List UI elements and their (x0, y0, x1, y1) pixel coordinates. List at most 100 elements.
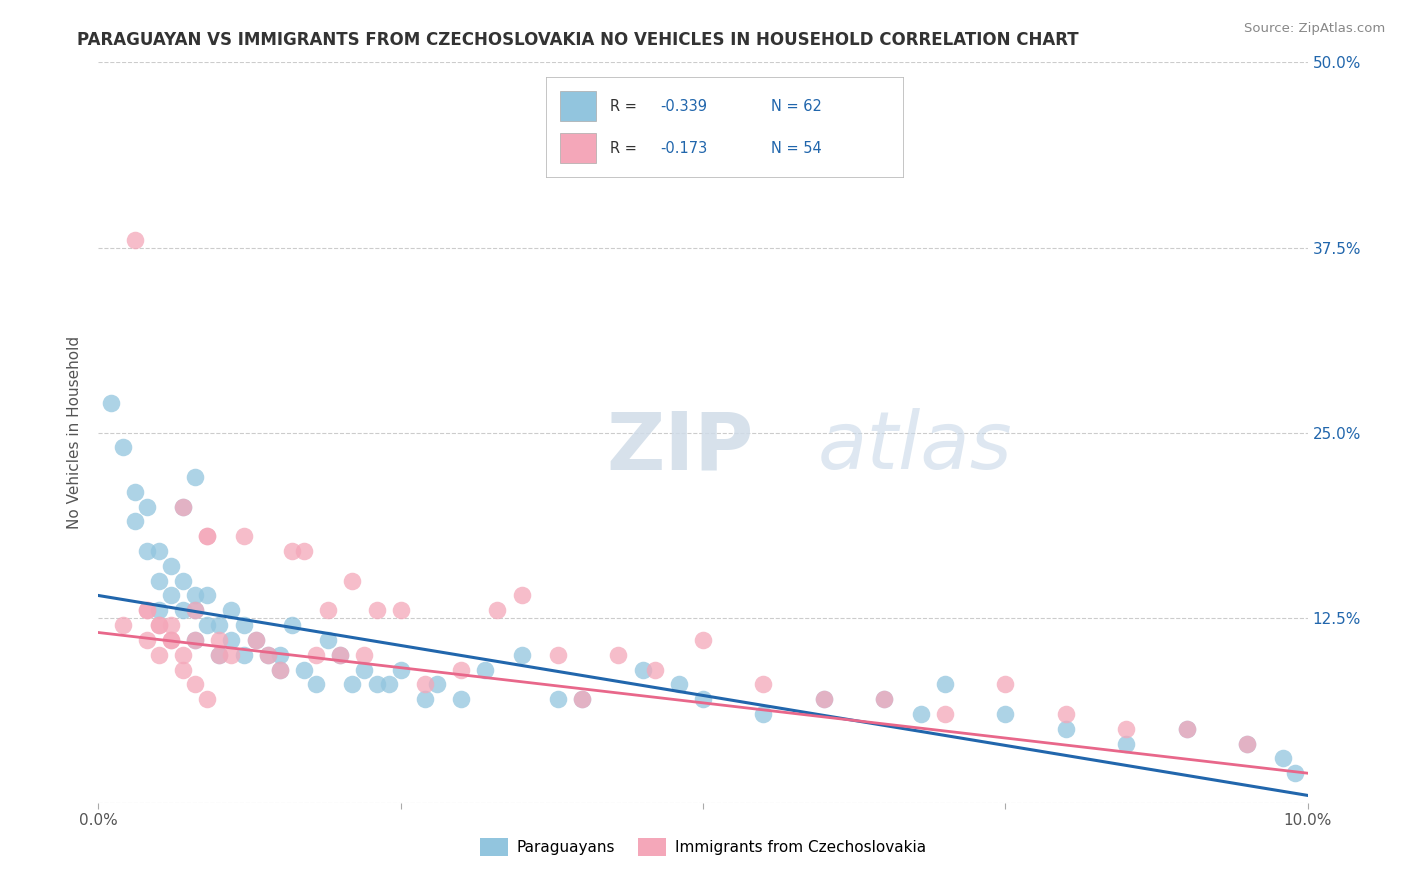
Point (1236, 737, 1258, 751)
Point (195, 589, 218, 603)
Point (256, 648, 278, 662)
Point (644, 663, 666, 677)
Point (813, 692, 835, 706)
Point (135, 500, 157, 514)
Point (873, 692, 896, 706)
Point (172, 500, 194, 514)
Point (413, 692, 436, 706)
Point (510, 648, 533, 662)
Point (208, 648, 231, 662)
Y-axis label: No Vehicles in Household: No Vehicles in Household (67, 336, 83, 529)
Point (994, 677, 1017, 691)
Point (910, 706, 932, 721)
Point (184, 603, 207, 617)
Point (1272, 751, 1295, 765)
Point (1054, 722, 1077, 736)
Point (329, 648, 352, 662)
Point (172, 648, 194, 662)
Point (994, 706, 1017, 721)
Point (342, 677, 364, 691)
Point (256, 648, 278, 662)
Point (232, 529, 254, 543)
Point (1284, 766, 1306, 780)
Point (269, 663, 291, 677)
Point (269, 663, 291, 677)
Point (1115, 737, 1137, 751)
Point (1054, 706, 1077, 721)
Text: Source: ZipAtlas.com: Source: ZipAtlas.com (1244, 22, 1385, 36)
Point (474, 663, 496, 677)
Point (184, 632, 207, 647)
Point (353, 663, 375, 677)
Point (607, 648, 630, 662)
Point (547, 648, 569, 662)
Point (160, 589, 183, 603)
Point (305, 677, 328, 691)
Point (232, 648, 254, 662)
Point (148, 574, 170, 588)
Point (389, 603, 412, 617)
Point (184, 470, 207, 484)
Point (160, 618, 183, 632)
Point (510, 589, 533, 603)
Point (366, 603, 388, 617)
Point (353, 648, 375, 662)
Point (329, 648, 352, 662)
Point (208, 632, 231, 647)
Point (486, 603, 509, 617)
Point (1175, 722, 1198, 736)
Point (389, 663, 412, 677)
Point (631, 663, 654, 677)
Point (184, 677, 207, 691)
Point (342, 574, 364, 588)
Point (172, 663, 194, 677)
Point (208, 648, 231, 662)
Point (668, 677, 690, 691)
Point (316, 632, 339, 647)
Text: atlas: atlas (818, 409, 1012, 486)
Point (571, 692, 593, 706)
Point (426, 677, 449, 691)
Point (195, 529, 218, 543)
Point (148, 544, 170, 558)
Point (292, 663, 315, 677)
Point (195, 692, 218, 706)
Point (124, 233, 146, 247)
Point (221, 603, 243, 617)
Point (450, 663, 472, 677)
Point (184, 603, 207, 617)
Point (221, 648, 243, 662)
Point (245, 632, 267, 647)
Point (547, 692, 569, 706)
Point (184, 632, 207, 647)
Point (1236, 737, 1258, 751)
Point (752, 677, 775, 691)
Point (934, 677, 956, 691)
Point (377, 677, 399, 691)
Point (305, 648, 328, 662)
Point (752, 706, 775, 721)
Point (135, 632, 157, 647)
Point (208, 618, 231, 632)
Point (135, 603, 157, 617)
Point (135, 603, 157, 617)
Point (692, 632, 714, 647)
Point (111, 618, 134, 632)
Point (1175, 722, 1198, 736)
Point (160, 632, 183, 647)
Point (148, 618, 170, 632)
Point (281, 544, 304, 558)
Point (450, 692, 472, 706)
Point (135, 544, 157, 558)
Text: PARAGUAYAN VS IMMIGRANTS FROM CZECHOSLOVAKIA NO VEHICLES IN HOUSEHOLD CORRELATIO: PARAGUAYAN VS IMMIGRANTS FROM CZECHOSLOV… (77, 31, 1078, 49)
Point (413, 677, 436, 691)
Point (172, 500, 194, 514)
Point (195, 618, 218, 632)
Point (148, 618, 170, 632)
Point (269, 648, 291, 662)
Point (148, 603, 170, 617)
Point (1115, 722, 1137, 736)
Point (111, 441, 134, 455)
Point (934, 706, 956, 721)
Point (221, 632, 243, 647)
